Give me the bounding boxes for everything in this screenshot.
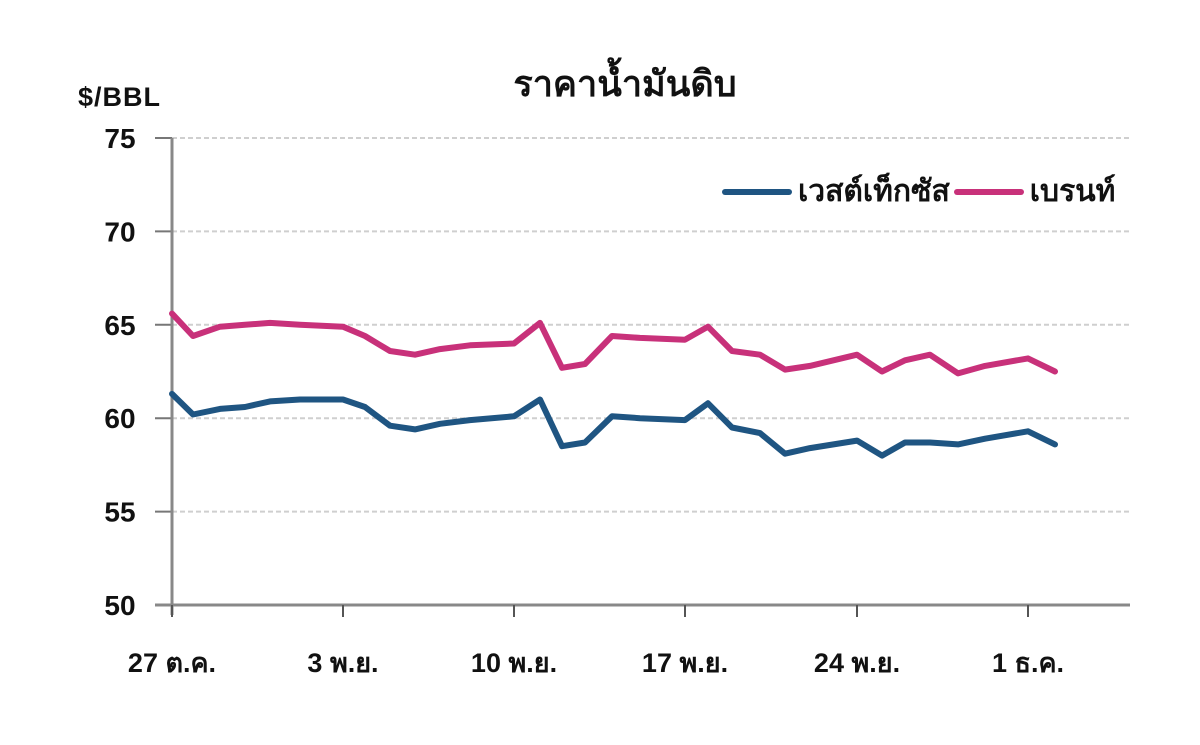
x-tick-label: 27 ต.ค.	[128, 648, 216, 678]
legend-item-wti: เวสต์เท็กซัส	[722, 168, 950, 215]
y-tick-label: 75	[104, 123, 135, 154]
legend-swatch-brent	[953, 188, 1024, 195]
legend-label-wti: เวสต์เท็กซัส	[798, 175, 950, 208]
y-tick-label: 60	[104, 403, 135, 434]
chart-title: ราคาน้ำมันดิบ	[513, 63, 737, 104]
legend-label-brent: เบรนท์	[1029, 175, 1116, 208]
legend-swatch-wti	[722, 188, 792, 195]
series-line-wti	[169, 390, 1058, 459]
y-tick-label: 50	[104, 590, 135, 621]
x-tick-label: 10 พ.ย.	[471, 648, 557, 678]
x-tick-label: 17 พ.ย.	[642, 648, 728, 678]
y-axis-unit-label: $/BBL	[78, 82, 162, 112]
x-tick-label: 3 พ.ย.	[307, 648, 378, 678]
axes: 75 70 65 60 55 50 27 ต.ค. 3 พ.ย. 10 พ.ย. 17 พ.ย. 2…	[104, 123, 1130, 678]
series-line-brent	[169, 310, 1058, 377]
y-tick-label: 70	[104, 216, 135, 247]
series-lines	[169, 310, 1058, 459]
x-tick-label: 1 ธ.ค.	[992, 648, 1064, 678]
chart-legend: เวสต์เท็กซัส เบรนท์	[722, 168, 1119, 215]
y-tick-label: 65	[104, 310, 135, 341]
y-tick-label: 55	[104, 497, 135, 528]
x-tick-label: 24 พ.ย.	[814, 648, 900, 678]
legend-item-brent: เบรนท์	[953, 168, 1116, 215]
